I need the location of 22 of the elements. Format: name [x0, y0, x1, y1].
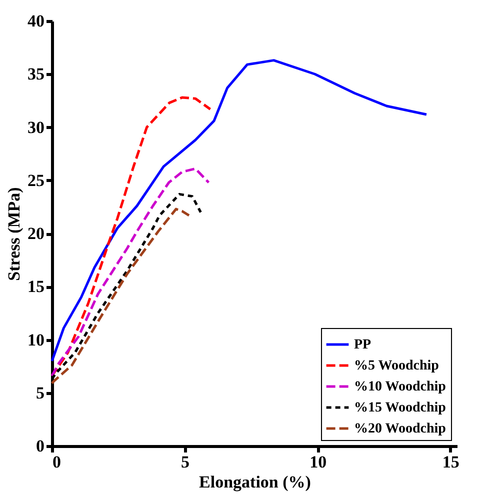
- y-tick-label: 35: [28, 64, 44, 84]
- y-tick-label: 40: [28, 12, 44, 30]
- legend-label: PP: [354, 338, 372, 352]
- line-series: [50, 208, 190, 385]
- x-tick-label: 0: [52, 452, 61, 472]
- x-axis-title: Elongation (%): [199, 472, 311, 492]
- legend-label: %5 Woodchip: [354, 358, 440, 374]
- y-tick-label: 30: [28, 118, 44, 137]
- y-axis-title: Stress (MPa): [4, 187, 24, 281]
- x-tick-label: 5: [181, 452, 190, 472]
- line-series: [50, 167, 210, 378]
- x-tick-label: 10: [310, 452, 327, 472]
- legend-label: %20 Woodchip: [354, 422, 446, 436]
- y-tick-label: 25: [28, 170, 44, 190]
- legend-label: %15 Woodchip: [354, 400, 446, 416]
- y-tick-label: 15: [28, 277, 44, 296]
- y-tick-label: 10: [28, 330, 44, 350]
- y-tick-label: 5: [36, 383, 44, 402]
- y-tick-label: 0: [36, 436, 44, 456]
- x-tick-label: 15: [442, 452, 460, 472]
- y-tick-label: 20: [28, 224, 44, 243]
- legend-label: %10 Woodchip: [354, 380, 446, 394]
